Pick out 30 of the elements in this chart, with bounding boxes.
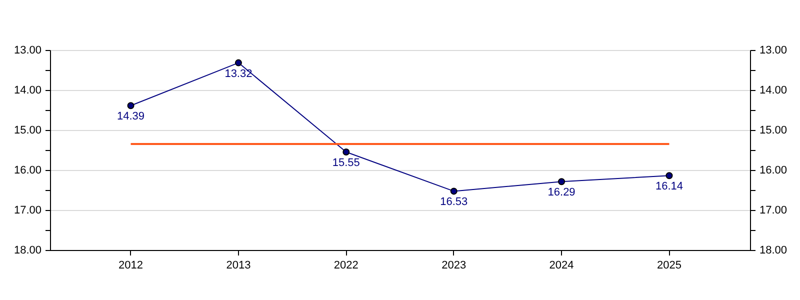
y-tick-label: 18.00	[14, 244, 42, 256]
y2-tick-label: 15.00	[760, 124, 788, 136]
data-label: 15.55	[332, 157, 360, 169]
y-tick-label: 17.00	[14, 204, 42, 216]
x-tick-label: 2025	[656, 260, 682, 272]
x-tick-label: 2023	[442, 260, 466, 272]
y-tick-label: 16.00	[14, 164, 42, 176]
point	[127, 102, 134, 110]
data-label: 13.32	[224, 68, 252, 80]
y-tick-label: 15.00	[14, 124, 42, 136]
y2-tick-label: 14.00	[760, 84, 788, 96]
data-label: 16.53	[440, 196, 468, 208]
x-tick-label: 2013	[226, 260, 251, 272]
y2-tick-label: 17.00	[760, 204, 788, 216]
x-tick-label: 2012	[118, 260, 144, 272]
y-tick-label: 14.00	[14, 84, 42, 96]
data-label: 16.29	[548, 186, 576, 199]
x-tick-label: 2024	[549, 260, 574, 272]
y2-tick-label: 13.00	[760, 44, 788, 56]
y-tick-label: 13.00	[14, 44, 42, 56]
point	[342, 148, 350, 156]
point	[558, 178, 566, 186]
data-label: 14.39	[117, 110, 145, 123]
point	[666, 172, 673, 180]
data-label: 16.14	[655, 180, 683, 193]
point	[450, 188, 458, 195]
y2-tick-label: 16.00	[760, 164, 788, 176]
y2-tick-label: 18.00	[760, 244, 788, 256]
x-tick-label: 2022	[334, 260, 358, 272]
point	[234, 59, 242, 66]
